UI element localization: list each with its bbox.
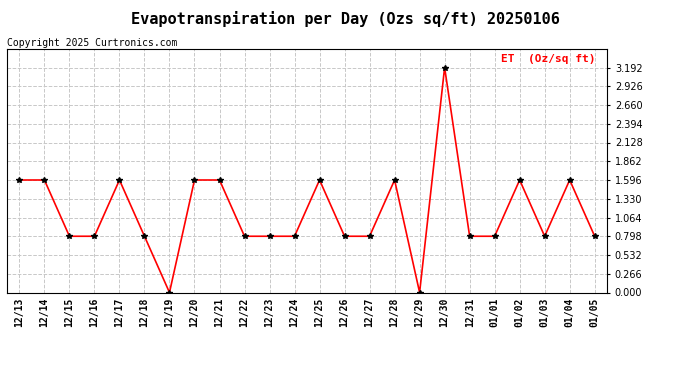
Text: ET  (Oz/sq ft): ET (Oz/sq ft) xyxy=(501,54,595,64)
Text: Evapotranspiration per Day (Ozs sq/ft) 20250106: Evapotranspiration per Day (Ozs sq/ft) 2… xyxy=(130,11,560,27)
Text: Copyright 2025 Curtronics.com: Copyright 2025 Curtronics.com xyxy=(7,38,177,48)
